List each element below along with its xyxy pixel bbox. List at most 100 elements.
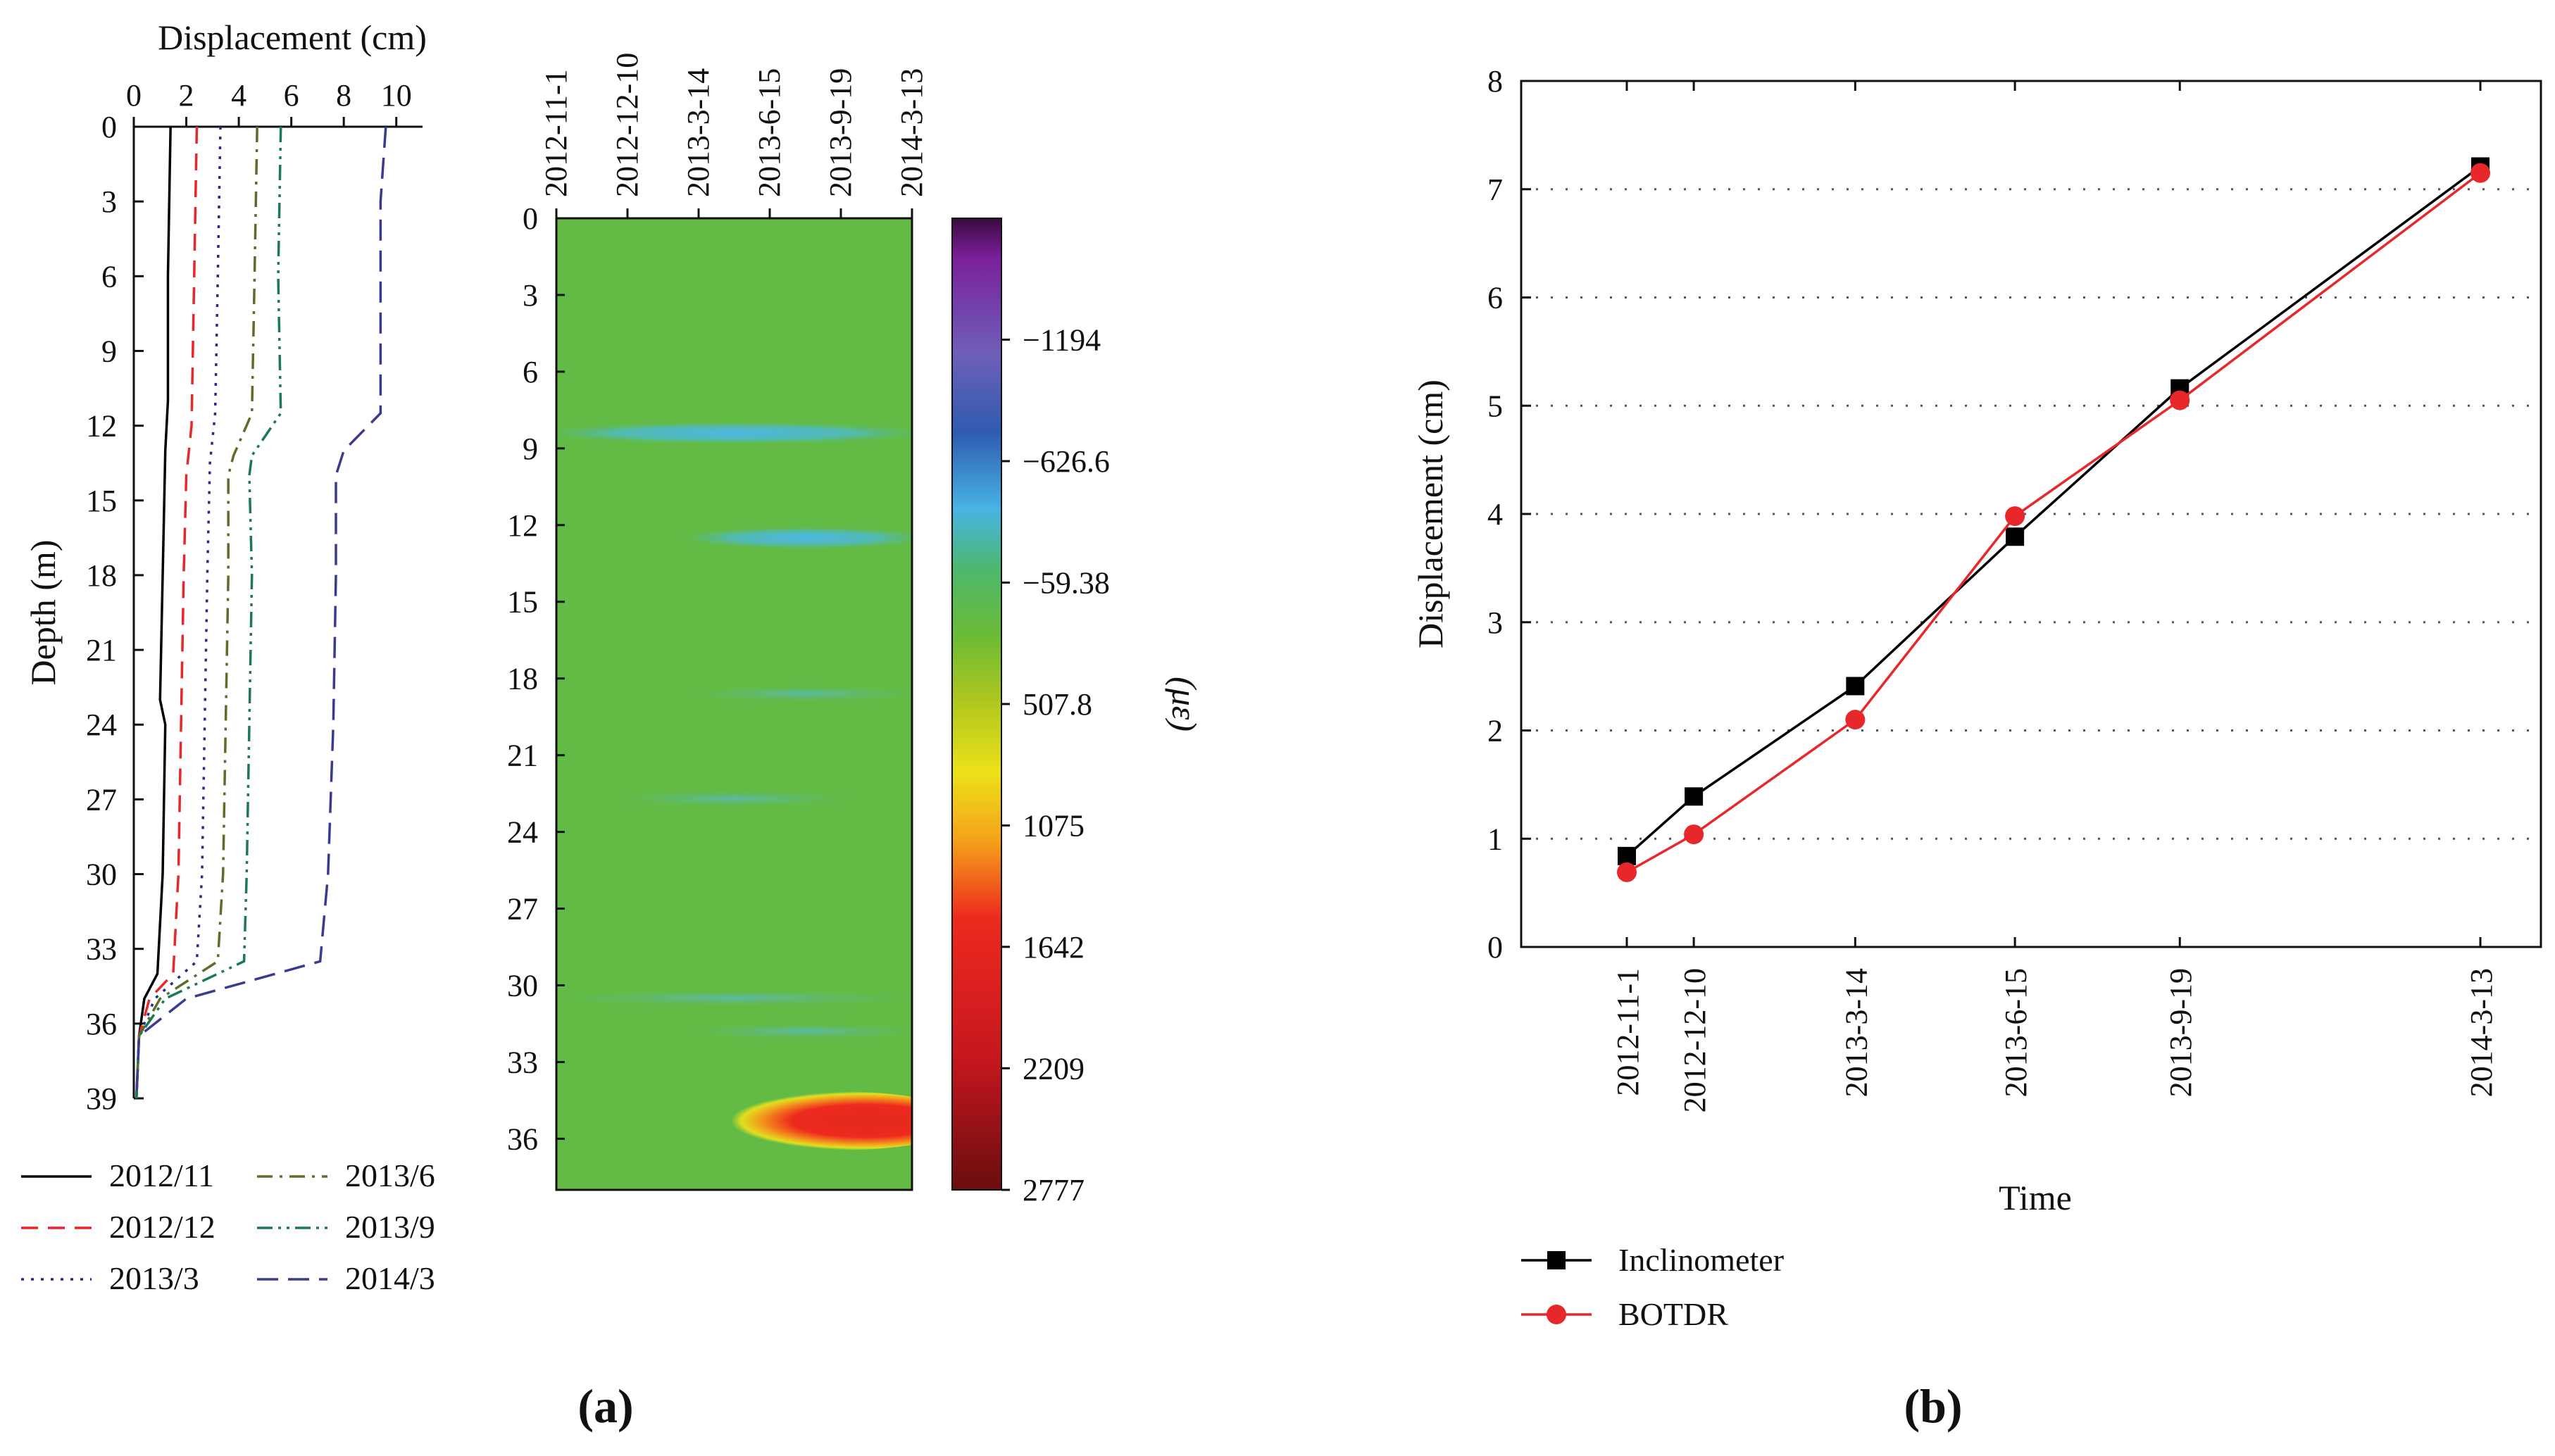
x-tick-label: 2013-9-19 bbox=[823, 68, 858, 197]
colorbar-tick-label: 2209 bbox=[1023, 1051, 1085, 1086]
y-tick-label: 12 bbox=[86, 409, 117, 444]
x-tick-label: 8 bbox=[336, 78, 351, 113]
x-tick-label: 2014-3-13 bbox=[2464, 968, 2499, 1097]
y-tick-label: 9 bbox=[101, 334, 117, 368]
y-tick-label: 6 bbox=[523, 355, 538, 389]
legend-label-2013/9: 2013/9 bbox=[345, 1209, 435, 1245]
y-tick-label: 27 bbox=[507, 892, 538, 927]
marker-BOTDR bbox=[1845, 710, 1866, 730]
colorbar-tick-label: 1642 bbox=[1023, 930, 1085, 965]
y-tick-label: 3 bbox=[1487, 605, 1503, 640]
marker-BOTDR bbox=[1617, 862, 1637, 882]
y-tick-label: 6 bbox=[101, 259, 117, 294]
y-tick-label: 3 bbox=[523, 278, 538, 313]
y-tick-label: 36 bbox=[86, 1007, 117, 1041]
x-tick-label: 2012-11-1 bbox=[539, 69, 573, 197]
x-tick-label: 2013-6-15 bbox=[1999, 968, 2033, 1097]
y-tick-label: 18 bbox=[507, 662, 538, 696]
x-tick-label: 4 bbox=[231, 78, 246, 113]
y-tick-label: 0 bbox=[1487, 930, 1503, 965]
y-tick-label: 30 bbox=[86, 858, 117, 892]
caption-a: (a) bbox=[577, 1379, 633, 1433]
series-line-BOTDR bbox=[1626, 172, 2482, 874]
marker-Inclinometer bbox=[1846, 677, 1865, 696]
y-tick-label: 0 bbox=[523, 201, 538, 236]
plot-frame bbox=[1520, 80, 2542, 948]
y-tick-label: 7 bbox=[1487, 172, 1503, 207]
y-tick-label: 39 bbox=[86, 1081, 117, 1116]
x-axis-title: Time bbox=[1999, 1178, 2072, 1217]
y-tick-label: 24 bbox=[507, 815, 538, 850]
series-line-2013/9 bbox=[135, 126, 282, 1099]
y-tick-label: 36 bbox=[507, 1122, 538, 1156]
marker-BOTDR bbox=[2170, 390, 2190, 410]
x-tick-label: 2012-12-10 bbox=[610, 53, 644, 197]
x-tick-label: 0 bbox=[126, 78, 142, 113]
x-tick-label: 2013-3-14 bbox=[681, 68, 716, 197]
strain-feature-2 bbox=[677, 685, 912, 703]
legend-label-2013/3: 2013/3 bbox=[109, 1260, 199, 1296]
y-tick-label: 21 bbox=[507, 739, 538, 773]
y-tick-label: 12 bbox=[507, 508, 538, 543]
y-tick-label: 2 bbox=[1487, 714, 1503, 748]
y-axis-title: Displacement (cm) bbox=[1411, 379, 1450, 648]
y-tick-label: 9 bbox=[523, 432, 538, 466]
x-tick-label: 2013-6-15 bbox=[752, 68, 787, 197]
x-tick-label: 2013-3-14 bbox=[1839, 968, 1873, 1097]
strain-feature-3 bbox=[606, 790, 862, 808]
x-tick-label: 2014-3-13 bbox=[894, 68, 929, 197]
colorbar-title: (με) bbox=[1165, 677, 1204, 732]
y-tick-label: 0 bbox=[101, 110, 117, 144]
y-tick-label: 5 bbox=[1487, 389, 1503, 423]
marker-BOTDR bbox=[1684, 824, 1704, 845]
x-tick-label: 2012-12-10 bbox=[1678, 968, 1712, 1112]
y-tick-label: 8 bbox=[1487, 64, 1503, 99]
marker-BOTDR bbox=[2005, 506, 2025, 527]
y-tick-label: 18 bbox=[86, 558, 117, 593]
y-tick-label: 4 bbox=[1487, 497, 1503, 532]
y-tick-label: 33 bbox=[86, 932, 117, 967]
heatmap-background bbox=[556, 218, 912, 1190]
y-tick-label: 27 bbox=[86, 782, 117, 817]
colorbar-tick-label: −626.6 bbox=[1023, 444, 1110, 479]
legend-marker-Inclinometer bbox=[1547, 1251, 1566, 1269]
y-tick-label: 6 bbox=[1487, 281, 1503, 315]
x-tick-label: 2 bbox=[179, 78, 194, 113]
colorbar-tick-label: 1075 bbox=[1023, 808, 1085, 843]
legend-label-2012/12: 2012/12 bbox=[109, 1209, 215, 1245]
colorbar bbox=[951, 218, 1002, 1191]
colorbar-tick-label: −59.38 bbox=[1023, 565, 1110, 600]
legend-marker-BOTDR bbox=[1547, 1305, 1566, 1324]
series-line-Inclinometer bbox=[1625, 165, 2482, 858]
strain-feature-0 bbox=[556, 422, 912, 445]
legend-label-2012/11: 2012/11 bbox=[109, 1157, 214, 1193]
strain-feature-6 bbox=[699, 1091, 912, 1150]
y-tick-label: 24 bbox=[86, 708, 117, 742]
legend-label-Inclinometer: Inclinometer bbox=[1618, 1242, 1784, 1278]
y-tick-label: 15 bbox=[507, 585, 538, 620]
y-tick-label: 1 bbox=[1487, 822, 1503, 856]
depth-profile-chart: 0 2 4 6 8 10036912151821242730333639Displacem… bbox=[21, 18, 435, 1296]
strain-feature-1 bbox=[677, 526, 912, 549]
marker-Inclinometer bbox=[1618, 846, 1636, 865]
y-tick-label: 3 bbox=[101, 184, 117, 219]
legend-label-BOTDR: BOTDR bbox=[1618, 1296, 1728, 1332]
heatmap-features bbox=[556, 422, 912, 1150]
colorbar-tick-label: −1194 bbox=[1023, 322, 1101, 357]
x-axis-title: Displacement (cm) bbox=[158, 18, 427, 57]
series-line-2014/3 bbox=[135, 126, 387, 1099]
colorbar-tick-label: 507.8 bbox=[1023, 687, 1092, 722]
x-tick-label: 10 bbox=[381, 78, 412, 113]
x-tick-label: 2012-11-1 bbox=[1611, 968, 1645, 1096]
y-tick-label: 33 bbox=[507, 1045, 538, 1079]
y-tick-label: 15 bbox=[86, 484, 117, 518]
legend-label-2013/6: 2013/6 bbox=[345, 1157, 435, 1193]
x-tick-label: 6 bbox=[284, 78, 299, 113]
marker-Inclinometer bbox=[1685, 787, 1704, 806]
x-tick-label: 2013-9-19 bbox=[2163, 968, 2198, 1097]
marker-BOTDR bbox=[2470, 163, 2490, 183]
y-tick-label: 30 bbox=[507, 968, 538, 1003]
heatmap-frame bbox=[555, 217, 913, 1191]
